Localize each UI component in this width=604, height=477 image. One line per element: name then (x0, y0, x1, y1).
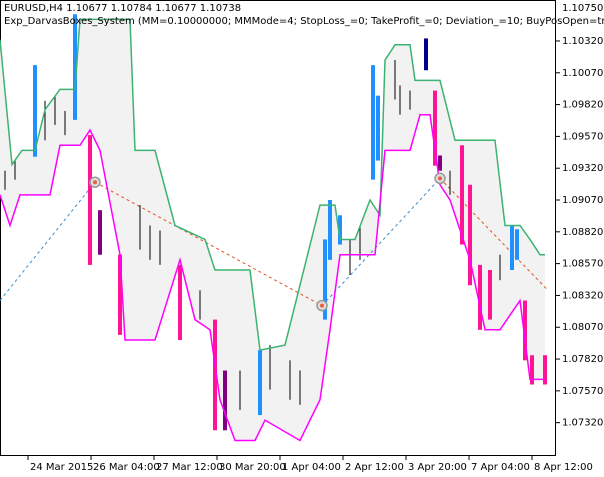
price-bar (399, 85, 401, 115)
price-bar (478, 264, 482, 330)
price-bar (73, 14, 77, 120)
price-bar (460, 145, 464, 245)
price-bar (258, 350, 262, 416)
y-tick-label: 1.08070 (562, 322, 603, 333)
price-bar (468, 184, 472, 286)
lower-line (0, 114, 545, 442)
y-tick-label: 1.09070 (562, 195, 603, 206)
x-tick-label: 2 Apr 12:00 (345, 462, 404, 473)
price-bar (4, 170, 6, 190)
price-bar (33, 65, 37, 157)
price-bar (54, 95, 56, 125)
y-tick-label: 1.09570 (562, 131, 603, 142)
upper-line (0, 18, 545, 352)
price-bar (515, 229, 519, 260)
trade-line (439, 178, 549, 291)
channel-band (0, 19, 545, 441)
price-bar (371, 65, 375, 180)
y-tick-label: 1.07570 (562, 386, 603, 397)
price-bar (289, 360, 291, 400)
price-bar (338, 215, 342, 245)
y-tick-label: 1.07820 (562, 354, 603, 365)
trade-line (0, 181, 96, 301)
y-tick-label: 1.10070 (562, 68, 603, 79)
price-bar (64, 110, 66, 136)
price-bar (409, 90, 411, 110)
price-bar (328, 200, 332, 260)
price-bar (323, 239, 327, 320)
y-tick-label: 1.08320 (562, 290, 603, 301)
price-bar (139, 205, 141, 250)
x-tick-label: 30 Mar 20:00 (219, 462, 286, 473)
price-bar (149, 225, 151, 260)
trade-line (321, 178, 441, 306)
y-tick-label: 1.08570 (562, 259, 603, 270)
price-bar (424, 38, 428, 71)
price-bar (159, 230, 161, 265)
price-bar (239, 370, 241, 410)
x-tick-label: 7 Apr 04:00 (471, 462, 530, 473)
price-bar (14, 160, 16, 180)
x-tick-label: 27 Mar 12:00 (156, 462, 223, 473)
signal-dot (93, 180, 97, 185)
y-tick-label: 1.10320 (562, 36, 603, 47)
chart-header: EURUSD,H4 1.10677 1.10784 1.10677 1.1073… (4, 3, 241, 14)
price-bar (359, 225, 361, 260)
x-tick-label: 24 Mar 2015 (30, 462, 93, 473)
signal-dot (320, 303, 324, 308)
chart-subtitle: Exp_DarvasBoxes_System (MM=0.10000000; M… (4, 16, 604, 27)
price-bar (499, 254, 501, 281)
x-tick-label: 26 Mar 04:00 (93, 462, 160, 473)
price-bar (349, 239, 351, 276)
y-tick-label: 1.09320 (562, 163, 603, 174)
x-tick-label: 3 Apr 20:00 (408, 462, 467, 473)
price-bar (213, 319, 217, 431)
price-bar (376, 95, 380, 161)
price-bar (449, 170, 451, 195)
price-bar (488, 269, 492, 320)
price-bar (178, 264, 182, 340)
top-price-label: 1.10750 (562, 3, 603, 14)
price-bar (44, 100, 46, 141)
signal-dot (438, 176, 442, 181)
price-bar (433, 90, 437, 166)
y-tick-label: 1.09820 (562, 100, 603, 111)
price-bar (394, 60, 396, 100)
price-bar (118, 254, 122, 335)
price-bar (98, 210, 102, 255)
price-bar (223, 370, 227, 431)
y-tick-label: 1.07320 (562, 418, 603, 429)
price-bar (438, 155, 442, 171)
plot-area (0, 14, 549, 442)
price-bar (88, 135, 92, 265)
price-bar (530, 355, 534, 385)
price-bar (510, 225, 514, 270)
trade-line (94, 181, 323, 307)
price-bar (523, 300, 527, 361)
price-bar (199, 290, 201, 320)
x-tick-label: 8 Apr 12:00 (534, 462, 593, 473)
price-bar (543, 355, 547, 385)
price-bar (299, 370, 301, 405)
price-bar (269, 345, 271, 390)
x-tick-label: 1 Apr 04:00 (282, 462, 341, 473)
y-tick-label: 1.08820 (562, 227, 603, 238)
